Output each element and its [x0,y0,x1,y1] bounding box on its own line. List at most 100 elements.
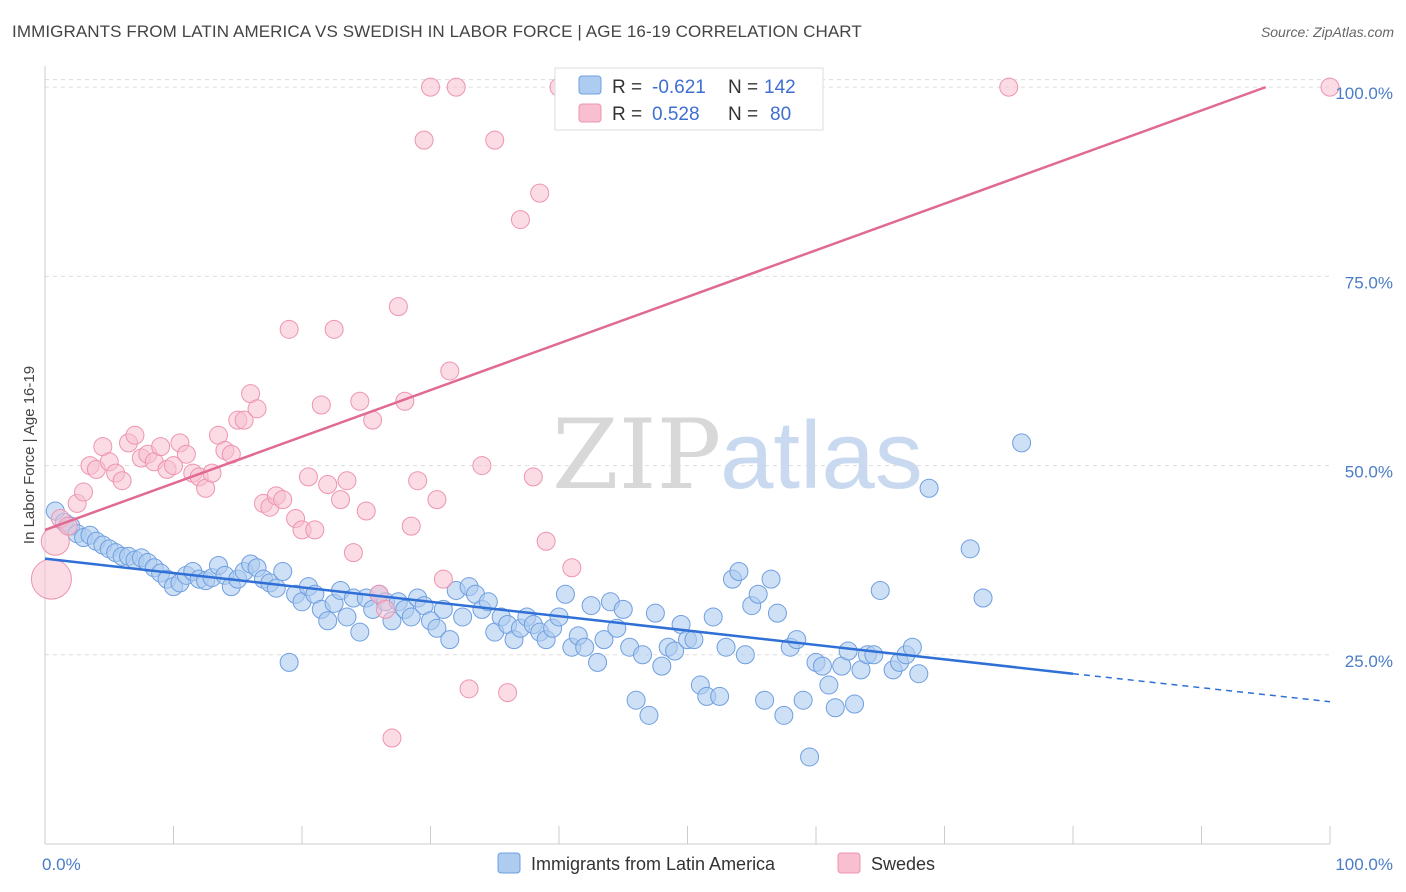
point-swedes-70 [530,183,550,203]
point-latin-america-137 [919,478,939,498]
point-swedes-40 [298,467,318,487]
bottom-legend-swatch-pink [837,852,861,874]
legend-r-value-1: -0.621 [652,77,706,98]
point-latin-america-123 [838,641,858,661]
point-swedes-67 [498,683,518,703]
trend-line-latin-america [44,557,1074,675]
point-swedes-11 [112,471,132,491]
point-latin-america-106 [729,562,749,582]
point-latin-america-112 [767,603,787,623]
point-swedes-64 [459,679,479,699]
y-axis-label: In Labor Force | Age 16-19 [21,366,38,544]
legend-r-value-2: 0.528 [652,104,700,125]
point-latin-america-84 [588,652,608,672]
point-swedes-47 [343,543,363,563]
chart-title: IMMIGRANTS FROM LATIN AMERICA VS SWEDISH… [12,22,862,41]
point-latin-america-79 [555,584,575,604]
point-swedes-13 [125,425,145,445]
point-latin-america-55 [401,607,421,627]
series-legend: Immigrants from Latin America Swedes [497,852,935,874]
point-latin-america-113 [774,705,794,725]
point-latin-america-88 [613,599,633,619]
point-latin-america-121 [825,698,845,718]
series-swedes [30,77,1340,748]
trend-line-swedes [44,85,1267,532]
legend-r-label-2: R = [612,104,642,125]
point-latin-america-103 [710,686,730,706]
point-swedes-68 [510,210,530,230]
correlation-legend: R = -0.621 N = 142 R = 0.528 N = 80 [554,67,824,131]
point-latin-america-124 [845,694,865,714]
point-swedes-32 [247,399,267,419]
y-tick-label-0: 25.0% [1345,652,1393,671]
point-latin-america-107 [735,645,755,665]
point-swedes-66 [485,130,505,150]
y-tick-labels: 25.0% 50.0% 75.0% 100.0% [1335,84,1393,671]
chart-source: Source: ZipAtlas.com [1260,24,1394,40]
point-swedes-57 [408,471,428,491]
watermark-atlas: atlas [720,402,923,509]
point-latin-america-96 [665,641,685,661]
point-latin-america-90 [626,690,646,710]
point-latin-america-132 [902,637,922,657]
point-latin-america-102 [703,607,723,627]
point-swedes-37 [279,319,299,339]
axes [44,66,1331,845]
bottom-legend-swatch-blue [497,852,521,874]
point-latin-america-115 [787,630,807,650]
point-swedes-21 [176,444,196,464]
point-swedes-75 [1320,77,1340,97]
x-tick-label-1: 100.0% [1335,855,1393,874]
point-latin-america-59 [427,618,447,638]
point-swedes-69 [523,467,543,487]
point-swedes-59 [421,77,440,97]
point-swedes-54 [388,297,408,317]
point-swedes-52 [376,599,396,619]
x-tick-labels: 0.0% 100.0% [42,855,1393,874]
point-swedes-58 [414,130,434,150]
point-swedes-62 [440,361,460,381]
point-latin-america-45 [337,607,357,627]
y-tick-label-2: 75.0% [1345,273,1393,292]
y-tick-label-1: 50.0% [1345,463,1393,482]
point-latin-america-61 [440,630,460,650]
watermark: ZIP atlas [552,399,923,511]
point-latin-america-109 [748,584,768,604]
point-latin-america-127 [864,645,884,665]
point-swedes-61 [433,569,453,589]
point-latin-america-136 [1012,433,1032,453]
point-latin-america-35 [273,562,293,582]
point-latin-america-116 [793,690,813,710]
point-latin-america-82 [575,637,595,657]
point-swedes-49 [356,501,376,521]
point-swedes-30 [234,410,254,430]
point-latin-america-91 [633,645,653,665]
point-latin-america-133 [909,664,929,684]
legend-n-label-2: N = [728,104,758,125]
legend-n-value-1: 142 [764,77,796,98]
point-swedes-71 [536,531,556,551]
point-latin-america-119 [812,656,832,676]
point-swedes-45 [331,490,351,510]
legend-r-label-1: R = [612,77,642,98]
trend-lines [44,85,1331,703]
legend-n-label-1: N = [728,77,758,98]
point-latin-america-104 [716,637,736,657]
point-latin-america-42 [318,611,338,631]
point-latin-america-120 [819,675,839,695]
point-swedes-5 [74,482,94,502]
trend-line-latin-america-extrapolated [1072,672,1331,703]
point-swedes-41 [305,520,325,540]
point-swedes-3 [58,516,78,536]
point-swedes-56 [401,516,421,536]
point-latin-america-47 [350,622,370,642]
point-latin-america-128 [870,580,890,600]
y-tick-label-3: 100.0% [1335,84,1393,103]
point-latin-america-94 [652,656,672,676]
point-latin-america-83 [581,596,601,616]
point-swedes-74 [999,77,1019,97]
point-latin-america-36 [279,652,299,672]
point-latin-america-63 [453,607,473,627]
point-swedes-0 [30,558,72,600]
